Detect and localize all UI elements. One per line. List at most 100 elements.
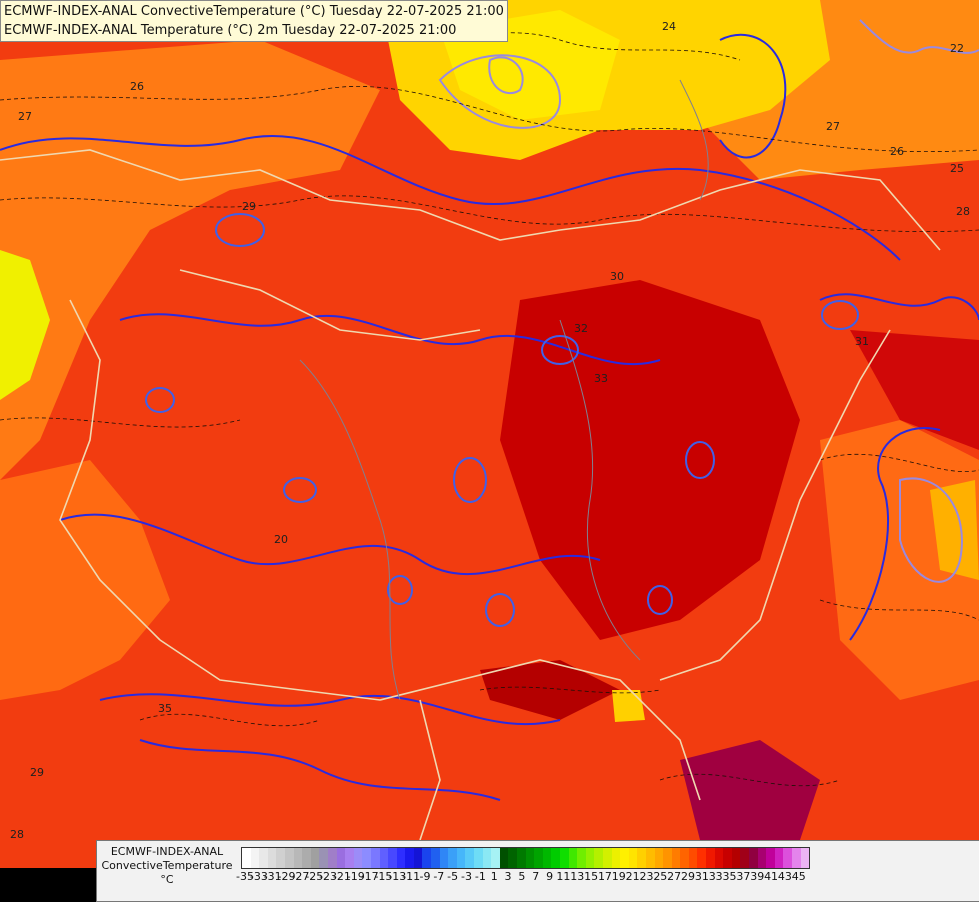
map-label: 24 (662, 20, 676, 33)
legend-tick-label: -3 (461, 870, 472, 883)
legend-tick-label: -9 (419, 870, 431, 883)
legend-title-line2: ConvectiveTemperature (101, 859, 233, 872)
legend-tick-label: 9 (546, 870, 554, 883)
legend-swatch (731, 848, 741, 868)
map-label: 22 (950, 42, 964, 55)
legend-tick-label: 23 (639, 870, 654, 883)
legend-tick-label: 25 (653, 870, 668, 883)
border-central (179, 269, 481, 341)
legend-tick-label: -5 (447, 870, 459, 883)
blue-contour-1 (0, 135, 901, 261)
title-line-2: ECMWF-INDEX-ANAL Temperature (°C) 2m Tue… (4, 23, 457, 38)
legend-swatch (267, 848, 277, 868)
legend-swatch (740, 848, 750, 868)
legend-swatch (594, 848, 603, 868)
legend-tick-label: -1 (474, 870, 486, 883)
blue-contour-6 (849, 427, 941, 641)
map-label: 26 (890, 145, 904, 158)
border-north (0, 149, 941, 251)
legend-swatch (482, 848, 492, 868)
blue-contour-3 (59, 513, 601, 576)
blue-loop-8 (647, 585, 673, 615)
river-3 (679, 79, 709, 201)
legend-tick-label: -17 (360, 870, 379, 883)
map-label: 35 (158, 702, 172, 715)
legend-tick-label: 39 (750, 870, 765, 883)
isotherm-7 (139, 713, 321, 727)
legend-tick-label: -29 (277, 870, 296, 883)
legend-swatch (654, 848, 664, 868)
legend-tick-label: 17 (597, 870, 612, 883)
legend-swatch (327, 848, 337, 868)
legend-tick-label: -21 (332, 870, 351, 883)
legend-swatch (250, 848, 260, 868)
yellow-spot-east (930, 480, 979, 580)
map-title-box: ECMWF-INDEX-ANAL ConvectiveTemperature (… (0, 0, 508, 42)
legend-swatch (284, 848, 294, 868)
legend-tick-label: 45 (791, 870, 806, 883)
legend-tick-label: -13 (388, 870, 407, 883)
legend-swatch (585, 848, 595, 868)
legend-swatch (757, 848, 767, 868)
legend-tick-label: -19 (346, 870, 365, 883)
map-label: 29 (30, 766, 44, 779)
isotherm-2 (0, 195, 979, 233)
blue-loop-2 (453, 457, 487, 503)
map-label: 30 (610, 270, 624, 283)
blue-contour-7 (139, 739, 501, 801)
yellow-region-west (0, 250, 50, 400)
legend-tick-label: 21 (625, 870, 640, 883)
legend-swatch (448, 848, 457, 868)
map-label: 32 (574, 322, 588, 335)
legend-swatch (336, 848, 346, 868)
legend-color-bar (241, 847, 811, 869)
legend-tick-label: 3 (504, 870, 512, 883)
legend-swatch (370, 848, 380, 868)
legend-swatch (568, 848, 578, 868)
legend-tick-label: 41 (764, 870, 779, 883)
legend-swatch (362, 848, 371, 868)
border-southwest (419, 699, 441, 841)
legend-tick-label: 37 (736, 870, 751, 883)
legend-swatch (517, 848, 526, 868)
legend-swatch (465, 848, 475, 868)
legend-swatch (319, 848, 328, 868)
darkred-region-east (850, 330, 979, 450)
legend-tick-label: -31 (263, 870, 282, 883)
legend-tick-label: -15 (374, 870, 393, 883)
blue-loop-7 (283, 477, 317, 503)
legend-swatch (680, 848, 689, 868)
legend-swatch (628, 848, 638, 868)
map-label: 27 (18, 110, 32, 123)
legend-swatch (671, 848, 681, 868)
orange-region-west (0, 40, 380, 480)
legend-swatch (620, 848, 629, 868)
legend-title-line1: ECMWF-INDEX-ANAL (110, 845, 224, 858)
yellow-spot-south (612, 690, 645, 722)
legend-swatch (259, 848, 268, 868)
legend-swatch (800, 848, 810, 868)
border-west (59, 299, 161, 641)
legend-tick-label: 27 (667, 870, 682, 883)
river-2 (299, 359, 401, 701)
legend-swatch (491, 848, 500, 868)
legend-swatch (602, 848, 612, 868)
legend-swatch (766, 848, 775, 868)
isotherm-4 (819, 453, 979, 472)
lavender-contour-1 (438, 54, 562, 129)
orange-region-sw (0, 460, 170, 700)
isotherm-3 (0, 417, 241, 428)
legend-swatch (637, 848, 646, 868)
map-label: 26 (130, 80, 144, 93)
blue-loop-10 (541, 335, 579, 365)
legend-tick-label: -23 (319, 870, 338, 883)
legend-swatch (499, 848, 509, 868)
legend-swatch (706, 848, 715, 868)
blue-loop-6 (387, 575, 413, 605)
legend-swatch (422, 848, 432, 868)
title-line-1: ECMWF-INDEX-ANAL ConvectiveTemperature (… (4, 4, 504, 19)
legend-swatch (688, 848, 698, 868)
legend-tick-label: 15 (584, 870, 599, 883)
isotherm-6 (479, 686, 661, 694)
lavender-contour-2 (488, 56, 524, 95)
